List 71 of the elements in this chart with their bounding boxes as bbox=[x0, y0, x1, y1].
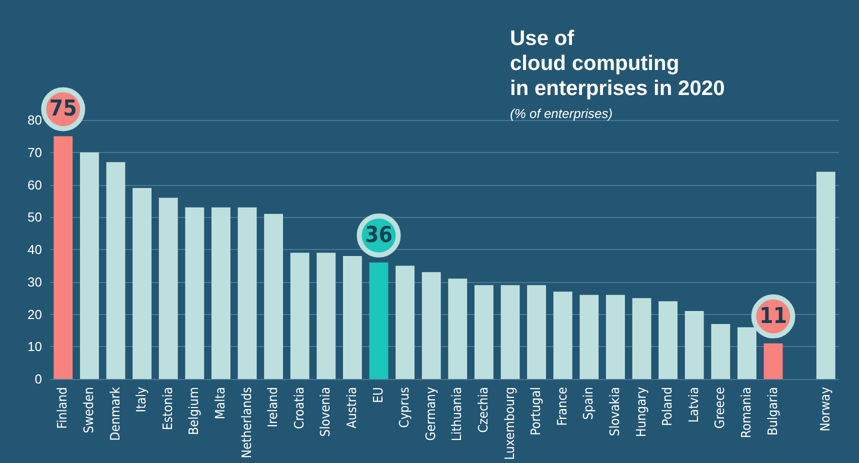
y-tick-label: 70 bbox=[28, 144, 42, 160]
bar bbox=[684, 311, 704, 379]
bar bbox=[658, 301, 678, 379]
y-tick-label: 80 bbox=[28, 112, 42, 128]
x-tick-label: Norway bbox=[818, 386, 834, 432]
x-tick-label: Malta bbox=[213, 387, 228, 420]
chart-subtitle: (% of enterprises) bbox=[510, 106, 613, 121]
x-tick-label: Cyprus bbox=[398, 387, 413, 428]
bar bbox=[264, 214, 284, 379]
x-tick-label: Finland bbox=[56, 387, 71, 429]
x-tick-label: Netherlands bbox=[240, 387, 255, 458]
x-tick-label: Italy bbox=[134, 386, 150, 412]
x-tick-label: Portugal bbox=[529, 387, 544, 436]
bar bbox=[80, 152, 99, 379]
y-tick-label: 30 bbox=[28, 274, 42, 290]
data-label: 36 bbox=[364, 222, 393, 248]
bar bbox=[54, 136, 73, 379]
x-tick-label: Ireland bbox=[266, 387, 282, 428]
x-tick-label: Latvia bbox=[686, 387, 702, 423]
y-tick-label: 20 bbox=[28, 306, 42, 322]
bar bbox=[580, 294, 599, 379]
data-label: 75 bbox=[49, 96, 77, 122]
x-tick-label: Belgium bbox=[187, 387, 202, 435]
y-tick-label: 50 bbox=[28, 210, 42, 225]
bar bbox=[185, 207, 204, 379]
x-tick-label: Croatia bbox=[292, 387, 308, 430]
bar bbox=[632, 298, 652, 379]
bar bbox=[448, 278, 468, 379]
x-tick-label: EU bbox=[371, 387, 386, 403]
x-tick-label: Estonia bbox=[160, 387, 176, 430]
x-tick-label: Germany bbox=[424, 386, 439, 441]
bar bbox=[132, 188, 152, 379]
x-tick-label: Austria bbox=[344, 387, 360, 428]
y-tick-label: 40 bbox=[28, 242, 42, 257]
chart-title: Use of cloud computing in enterprises in 2020 bbox=[510, 27, 725, 100]
bar bbox=[711, 324, 730, 379]
y-tick-label: 60 bbox=[28, 177, 42, 192]
bar bbox=[606, 294, 625, 379]
x-tick-label: Luxembourg bbox=[502, 387, 518, 460]
bar bbox=[553, 292, 572, 379]
data-label: 11 bbox=[759, 304, 788, 329]
x-tick-label: Spain bbox=[582, 387, 597, 420]
bar bbox=[369, 262, 388, 379]
x-tick-label: Sweden bbox=[82, 387, 97, 434]
bar bbox=[396, 266, 415, 379]
bar bbox=[816, 172, 836, 379]
bar bbox=[316, 252, 336, 379]
x-tick-label: Slovenia bbox=[318, 387, 334, 437]
x-tick-label: Lithuania bbox=[450, 387, 466, 442]
x-tick-label: Czechia bbox=[476, 387, 492, 433]
bar bbox=[527, 285, 546, 379]
bar bbox=[764, 343, 783, 379]
bar bbox=[238, 207, 257, 379]
bar bbox=[474, 285, 494, 379]
x-tick-label: Slovakia bbox=[608, 387, 623, 436]
x-tick-label: Romania bbox=[739, 387, 754, 438]
bar bbox=[106, 162, 126, 379]
x-tick-label: Poland bbox=[660, 387, 676, 426]
x-tick-label: Greece bbox=[713, 387, 728, 429]
y-tick-label: 0 bbox=[34, 372, 42, 386]
bar bbox=[158, 198, 178, 379]
x-tick-label: Hungary bbox=[634, 386, 650, 437]
bar bbox=[500, 285, 520, 379]
y-tick-label: 10 bbox=[28, 339, 42, 354]
x-tick-label: Bulgaria bbox=[766, 387, 781, 436]
bar bbox=[290, 252, 310, 379]
bar bbox=[342, 256, 362, 379]
x-tick-label: France bbox=[555, 387, 570, 426]
bar bbox=[211, 207, 230, 379]
bar bbox=[422, 272, 441, 379]
x-tick-label: Denmark bbox=[108, 386, 124, 441]
